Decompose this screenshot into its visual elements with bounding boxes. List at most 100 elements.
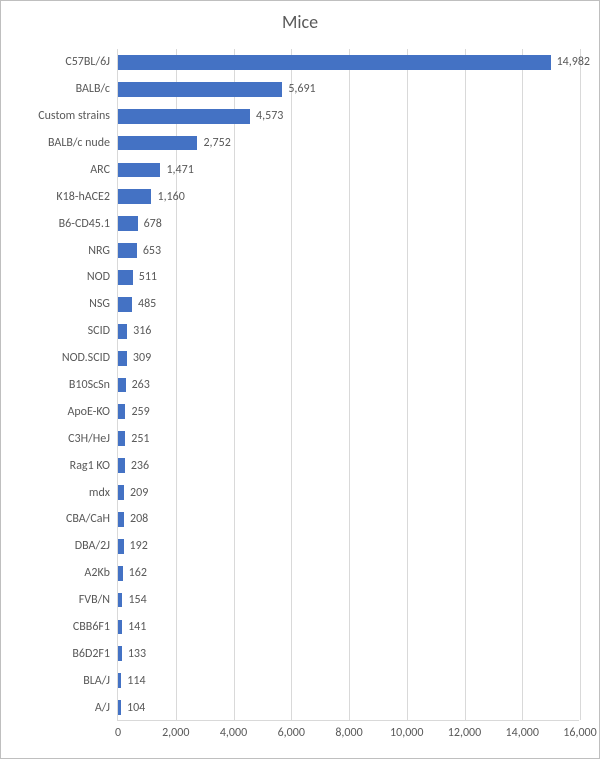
value-label: 511: [133, 270, 157, 284]
value-label: 5,691: [282, 82, 315, 96]
value-label: 208: [124, 512, 148, 526]
category-label: Rag1 KO: [70, 459, 118, 473]
x-axis-label: 0: [115, 720, 121, 740]
value-label: 141: [122, 620, 146, 634]
bar-row: 1,471: [118, 163, 160, 178]
gridline: [407, 49, 408, 720]
bar-row: 653: [118, 243, 137, 258]
category-label: FVB/N: [79, 593, 118, 607]
value-label: 209: [124, 486, 148, 500]
category-label: NOD.SCID: [62, 351, 118, 365]
bar: [118, 189, 151, 204]
bar-row: 5,691: [118, 82, 282, 97]
x-axis-label: 10,000: [390, 720, 423, 740]
bar-row: 104: [118, 700, 121, 715]
bar: [118, 458, 125, 473]
value-label: 2,752: [197, 136, 230, 150]
value-label: 678: [138, 217, 162, 231]
value-label: 192: [124, 539, 148, 553]
bar: [118, 324, 127, 339]
value-label: 133: [122, 647, 146, 661]
x-axis-label: 14,000: [506, 720, 539, 740]
bar-row: 2,752: [118, 136, 197, 151]
bar: [118, 404, 125, 419]
x-axis-label: 8,000: [335, 720, 362, 740]
bar: [118, 216, 138, 231]
category-label: B10ScSn: [69, 378, 118, 392]
category-label: DBA/2J: [75, 539, 118, 553]
bar-row: 192: [118, 539, 124, 554]
bar-row: 309: [118, 351, 127, 366]
value-label: 316: [127, 324, 151, 338]
category-label: ApoE-KO: [67, 405, 118, 419]
bar-row: 511: [118, 270, 133, 285]
category-label: NOD: [87, 270, 118, 284]
bar-row: 208: [118, 512, 124, 527]
value-label: 309: [127, 351, 151, 365]
value-label: 4,573: [250, 109, 283, 123]
gridline: [234, 49, 235, 720]
bar: [118, 55, 551, 70]
bar-row: 154: [118, 593, 122, 608]
bar: [118, 431, 125, 446]
plot-area: 02,0004,0006,0008,00010,00012,00014,0001…: [117, 49, 579, 721]
bar-row: 162: [118, 566, 123, 581]
category-label: NSG: [89, 297, 118, 311]
category-label: K18-hACE2: [56, 190, 118, 204]
value-label: 14,982: [551, 55, 590, 69]
category-label: B6-CD45.1: [59, 217, 118, 231]
bar-row: 316: [118, 324, 127, 339]
value-label: 485: [132, 297, 156, 311]
chart-title: Mice: [1, 1, 599, 41]
bar: [118, 82, 282, 97]
bar-row: 485: [118, 297, 132, 312]
gridline: [349, 49, 350, 720]
category-label: SCID: [88, 324, 118, 338]
bar: [118, 136, 197, 151]
x-axis-label: 16,000: [563, 720, 596, 740]
x-axis-label: 4,000: [220, 720, 247, 740]
bar-row: 141: [118, 620, 122, 635]
value-label: 154: [122, 593, 146, 607]
bar: [118, 163, 160, 178]
bar-row: 263: [118, 378, 126, 393]
bar-row: 259: [118, 404, 125, 419]
value-label: 162: [123, 566, 147, 580]
category-label: CBA/CaH: [66, 512, 118, 526]
category-label: B6D2F1: [72, 647, 118, 661]
category-label: CBB6F1: [73, 620, 118, 634]
value-label: 653: [137, 244, 161, 258]
bar-row: 209: [118, 485, 124, 500]
bar-row: 133: [118, 646, 122, 661]
value-label: 1,471: [160, 163, 193, 177]
value-label: 251: [125, 432, 149, 446]
category-label: BALB/c: [76, 82, 118, 96]
x-axis-label: 6,000: [278, 720, 305, 740]
category-label: mdx: [89, 486, 118, 500]
category-label: A/J: [95, 701, 118, 715]
bar: [118, 297, 132, 312]
category-label: Custom strains: [38, 109, 118, 123]
category-label: C57BL/6J: [65, 55, 118, 69]
bar: [118, 270, 133, 285]
bar-row: 1,160: [118, 189, 151, 204]
value-label: 259: [125, 405, 149, 419]
value-label: 236: [125, 459, 149, 473]
bar-row: 251: [118, 431, 125, 446]
bar: [118, 378, 126, 393]
gridline: [291, 49, 292, 720]
bar: [118, 351, 127, 366]
value-label: 263: [126, 378, 150, 392]
bar-row: 4,573: [118, 109, 250, 124]
value-label: 114: [121, 674, 145, 688]
gridline: [522, 49, 523, 720]
gridline: [580, 49, 581, 720]
category-label: BALB/c nude: [48, 136, 118, 150]
gridline: [465, 49, 466, 720]
value-label: 1,160: [151, 190, 184, 204]
bar: [118, 109, 250, 124]
bar: [118, 243, 137, 258]
x-axis-label: 2,000: [162, 720, 189, 740]
bar-row: 236: [118, 458, 125, 473]
x-axis-label: 12,000: [448, 720, 481, 740]
